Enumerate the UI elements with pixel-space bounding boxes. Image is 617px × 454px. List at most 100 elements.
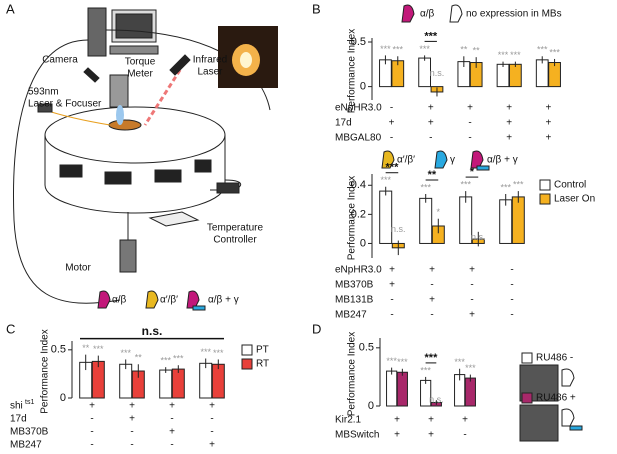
- legend-swatch: [521, 352, 533, 364]
- significance: ***: [173, 354, 184, 364]
- condition-mark: +: [129, 414, 135, 425]
- significance: **: [82, 343, 90, 353]
- condition-mark: -: [170, 414, 173, 425]
- comparison-label: *: [470, 166, 475, 178]
- significance: ***: [120, 348, 131, 358]
- condition-mark: +: [429, 265, 435, 276]
- condition-mark: -: [429, 133, 432, 144]
- condition-mark: -: [390, 310, 393, 321]
- condition-label: MB370B: [335, 280, 374, 291]
- condition-mark: -: [468, 118, 471, 129]
- condition-mark: -: [510, 280, 513, 291]
- condition-mark: +: [209, 440, 215, 449]
- y-tick-label: 0.5: [359, 342, 374, 354]
- condition-label: eNpHR3.0: [335, 265, 382, 276]
- bar: [379, 190, 393, 244]
- significance: n.s.: [471, 232, 486, 242]
- condition-label: MB247: [335, 310, 367, 321]
- diagram-label: Laser: [197, 67, 223, 78]
- condition-mark: +: [169, 401, 175, 412]
- bar: [159, 369, 173, 399]
- y-tick-label: 0.4: [351, 179, 366, 191]
- setup-diagram: [13, 7, 278, 304]
- significance: **: [473, 46, 481, 56]
- panel-label: A: [6, 1, 15, 16]
- icon-label: α′/β′: [160, 295, 178, 306]
- condition-mark: +: [506, 118, 512, 129]
- significance: ***: [537, 45, 548, 55]
- diagram-label: Controller: [213, 235, 257, 246]
- condition-mark: -: [390, 295, 393, 306]
- significance: **: [135, 353, 143, 363]
- icon-label: no expression in MBs: [466, 9, 562, 20]
- condition-mark: +: [469, 310, 475, 321]
- diagram-label: Infrared: [193, 55, 227, 66]
- comparison-label: ***: [425, 352, 439, 364]
- bar: [396, 371, 408, 407]
- condition-mark: -: [468, 133, 471, 144]
- diagram-label: Temperature: [207, 223, 264, 234]
- significance: ***: [454, 357, 465, 367]
- condition-mark: +: [89, 401, 95, 412]
- condition-mark: +: [209, 401, 215, 412]
- condition-mark: -: [210, 414, 213, 425]
- y-tick-label: 0.5: [351, 36, 366, 48]
- significance: *: [437, 207, 441, 217]
- condition-mark: +: [389, 265, 395, 276]
- significance: ***: [160, 356, 171, 366]
- significance: n.s.: [429, 394, 444, 404]
- condition-mark: -: [510, 295, 513, 306]
- legend-swatch: [241, 344, 253, 356]
- bar: [499, 199, 513, 244]
- legend-label: RU486 -: [536, 353, 573, 364]
- condition-mark: +: [462, 415, 468, 426]
- condition-mark: +: [469, 265, 475, 276]
- comparison-label: **: [428, 169, 437, 181]
- condition-label: eNpHR3.0: [335, 103, 382, 114]
- icon-label: α/β: [420, 9, 435, 20]
- condition-mark: -: [390, 103, 393, 114]
- condition-mark: +: [129, 401, 135, 412]
- bar: [548, 62, 561, 88]
- condition-mark: -: [90, 414, 93, 425]
- condition-mark: -: [90, 427, 93, 438]
- icon-label: α/β + γ: [487, 155, 518, 166]
- condition-mark: -: [90, 440, 93, 449]
- diagram-label: Motor: [65, 263, 91, 274]
- condition-mark: +: [545, 133, 551, 144]
- significance: ***: [460, 179, 471, 189]
- condition-mark: +: [506, 103, 512, 114]
- condition-mark: -: [430, 310, 433, 321]
- legend-swatch: [539, 179, 551, 191]
- condition-mark: +: [169, 427, 175, 438]
- condition-mark: -: [210, 427, 213, 438]
- bar: [171, 368, 185, 399]
- condition-label: MBGAL80: [335, 133, 382, 144]
- legend-label: Laser On: [554, 194, 595, 205]
- significance: ***: [380, 44, 391, 54]
- significance: ***: [393, 45, 404, 55]
- y-axis-label: Performance Index: [40, 329, 51, 414]
- diagram-label: Meter: [127, 69, 153, 80]
- bar: [464, 377, 476, 407]
- bar: [511, 196, 525, 244]
- significance: n.s.: [430, 68, 445, 78]
- condition-label: shi: [10, 401, 23, 412]
- significance: ***: [500, 182, 511, 192]
- condition-mark: +: [545, 118, 551, 129]
- significance: **: [460, 45, 468, 55]
- icon-label: α′/β′: [397, 155, 415, 166]
- condition-label: Kir2.1: [335, 415, 362, 426]
- bar: [459, 196, 473, 244]
- significance: ***: [380, 175, 391, 185]
- y-axis-label: Performance Index: [347, 176, 358, 261]
- condition-mark: +: [428, 118, 434, 129]
- bar: [199, 362, 213, 399]
- bar: [386, 370, 398, 407]
- significance: n.s.: [391, 224, 406, 234]
- significance: ***: [419, 44, 430, 54]
- significance: ***: [513, 179, 524, 189]
- condition-mark: +: [389, 280, 395, 291]
- legend-swatch: [521, 392, 533, 404]
- y-tick-label: 0.5: [51, 344, 66, 356]
